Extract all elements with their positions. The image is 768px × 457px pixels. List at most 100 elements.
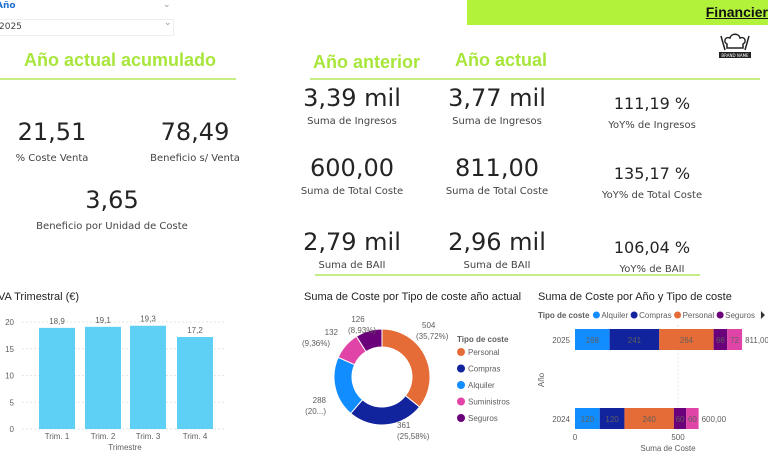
y-tick-label: 15	[5, 345, 14, 354]
legend-marker	[457, 364, 465, 373]
bar-segment	[575, 408, 600, 429]
kpi-value: 78,49	[160, 118, 230, 146]
section-title-current-accumulated: Año actual acumulado	[24, 50, 217, 70]
x-tick-label: Trim. 2	[91, 432, 116, 441]
quarterly-va-chart: 0 5 10 15 20 18,9 Trim. 1 19,1 Trim. 2 19,3 Trim. …	[5, 315, 225, 452]
x-axis-title: Suma de Coste	[640, 444, 696, 453]
yoy-value: 106,04 %	[613, 238, 691, 257]
chevron-down-icon: ⌄	[164, 18, 172, 28]
curr-value: 2,96 mil	[448, 228, 546, 256]
total-label: 600,00	[702, 415, 727, 424]
yoy-value: 111,19 %	[613, 94, 691, 113]
legend-marker	[457, 414, 465, 422]
bar-segment	[713, 329, 728, 350]
x-tick-label: Trim. 3	[136, 432, 161, 441]
segment-label: 168	[586, 336, 600, 345]
y-tick-label: 0	[10, 425, 15, 434]
kpi-label: Beneficio s/ Venta	[150, 153, 240, 164]
slicer-dropdown[interactable]: 2025 ⌄	[0, 18, 174, 36]
segment-label: 120	[605, 415, 619, 424]
data-label: 19,3	[140, 315, 156, 324]
chevron-down-icon[interactable]: ⌄	[163, 0, 171, 10]
svg-text:BRAND NAME: BRAND NAME	[721, 53, 749, 58]
legend-item: Alquiler	[601, 311, 628, 320]
legend-item: Personal	[683, 311, 715, 320]
bar-segment	[686, 408, 699, 429]
slice-value-label: 361	[397, 421, 411, 430]
segment-label: 72	[730, 336, 739, 345]
legend-item: Seguros	[468, 414, 498, 423]
cost-by-year-stacked-chart: Tipo de coste Alquiler Compras Personal Segu…	[537, 311, 768, 453]
bar-segment	[624, 408, 674, 429]
slice-pct-label: (8,93%)	[348, 326, 376, 335]
prev-value: 2,79 mil	[303, 228, 401, 256]
curr-label: Suma de BAII	[463, 260, 531, 271]
y-axis-title: Año	[537, 372, 546, 387]
kpi-label: % Coste Venta	[15, 153, 89, 164]
brand-logo: BRAND NAME	[717, 30, 753, 66]
slice-pct-label: (20...)	[305, 407, 326, 416]
legend-item: Suministros	[468, 398, 510, 407]
bar-segment	[727, 329, 743, 350]
segment-label: 241	[628, 336, 642, 345]
yoy-value: 135,17 %	[613, 164, 691, 183]
data-label: 17,2	[187, 326, 203, 335]
divider	[315, 274, 700, 276]
legend-marker	[674, 311, 682, 319]
legend-marker	[457, 397, 465, 406]
segment-label: 240	[642, 415, 656, 424]
section-title-current-year: Año actual	[455, 50, 548, 70]
legend-item: Personal	[468, 348, 500, 357]
page-title[interactable]: Financier	[705, 4, 768, 20]
curr-label: Suma de Ingresos	[452, 116, 542, 127]
yoy-label: YoY% de BAII	[619, 264, 685, 275]
segment-label: 60	[676, 415, 685, 424]
data-label: 18,9	[49, 317, 65, 326]
bar-segment	[659, 329, 714, 350]
x-tick-label: 0	[573, 433, 578, 442]
chart-title: VA Trimestral (€)	[0, 291, 80, 303]
prev-value: 600,00	[310, 154, 394, 182]
chart-title: Suma de Coste por Año y Tipo de coste	[538, 291, 732, 303]
segment-label: 120	[581, 415, 595, 424]
y-tick-label: 2025	[552, 336, 570, 345]
legend-title: Tipo de coste	[538, 311, 590, 320]
segment-label: 60	[688, 415, 697, 424]
legend-marker	[630, 311, 638, 319]
bar	[130, 325, 166, 429]
bar-segment	[609, 329, 660, 350]
bar	[85, 326, 121, 429]
legend-item: Alquiler	[468, 381, 495, 390]
slice-value-label: 126	[351, 315, 365, 324]
cost-type-donut-chart: 504 (35,72%) 361 (25,58%) 288 (20...) 132 (9,36…	[302, 315, 510, 441]
prev-label: Suma de Total Coste	[300, 186, 404, 197]
data-label: 19,1	[95, 316, 111, 325]
prev-label: Suma de Ingresos	[307, 116, 397, 127]
section-title-previous-year: Año anterior	[313, 52, 421, 72]
yoy-label: YoY% de Ingresos	[608, 120, 696, 131]
legend-title: Tipo de coste	[457, 335, 509, 344]
segment-label: 264	[680, 336, 694, 345]
prev-value: 3,39 mil	[303, 84, 401, 112]
slice-value-label: 132	[325, 328, 339, 337]
legend-marker	[457, 381, 465, 389]
curr-value: 811,00	[455, 154, 539, 182]
bar-segment	[599, 408, 625, 429]
legend-marker	[716, 311, 724, 319]
donut-slice	[333, 356, 364, 415]
legend-item: Compras	[468, 365, 500, 374]
slicer-value: 2025	[0, 22, 22, 32]
slice-pct-label: (35,72%)	[416, 332, 449, 341]
slice-value-label: 504	[422, 321, 436, 330]
legend-next-arrow-icon	[760, 311, 765, 319]
year-slicer[interactable]: Año ⌄ 2025 ⌄	[0, 0, 175, 40]
donut-slice	[355, 328, 383, 353]
slicer-label: Año	[0, 1, 16, 11]
curr-label: Suma de Total Coste	[445, 186, 549, 197]
legend-marker	[592, 311, 600, 319]
x-tick-label: Trim. 1	[45, 432, 70, 441]
legend-item: Seguros	[725, 311, 755, 320]
prev-label: Suma de BAII	[318, 260, 386, 271]
divider	[0, 78, 236, 80]
kpi-label: Beneficio por Unidad de Coste	[36, 221, 188, 232]
